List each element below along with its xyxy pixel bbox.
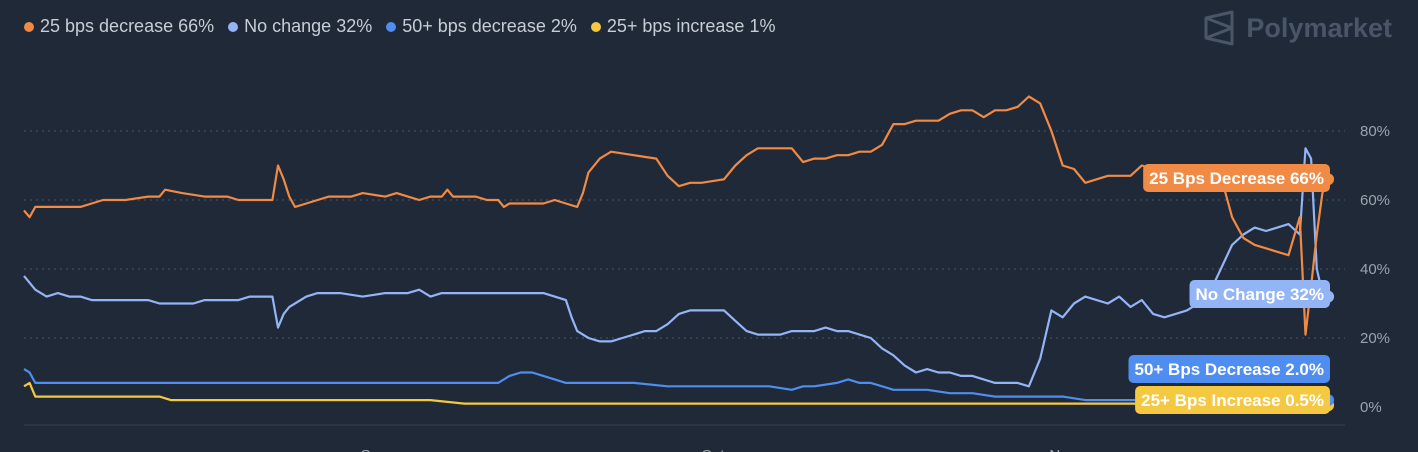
axis-layer: 0% 20% 40% 60% 80% Sep Oct Nov: [24, 123, 1390, 452]
legend-label: 50+ bps decrease 2%: [402, 16, 577, 36]
y-tick-label: 0%: [1360, 399, 1382, 416]
series-line[interactable]: [23, 95, 1330, 336]
polymarket-brand: Polymarket: [1202, 10, 1392, 46]
legend-label: 25 bps decrease 66%: [40, 16, 215, 36]
series-end-label: No Change 32%: [1189, 280, 1330, 308]
grid-layer: [24, 130, 1345, 339]
polymarket-logo-icon: [1204, 10, 1234, 46]
end-label-box: [1135, 386, 1330, 414]
legend-dot: [590, 21, 601, 32]
legend-item-no-change[interactable]: No change 32%: [228, 16, 372, 37]
legend-item-25bps-decrease[interactable]: 25 bps decrease 66%: [24, 16, 214, 37]
series-end-label: 50+ Bps Decrease 2.0%: [1128, 355, 1330, 383]
y-tick-label: 40%: [1360, 261, 1390, 278]
end-label-box: [1189, 280, 1330, 308]
chart-legend: 25 bps decrease 66% No change 32% 50+ bp…: [24, 16, 775, 37]
legend-item-50bps-decrease[interactable]: 50+ bps decrease 2%: [386, 16, 577, 37]
series-end-label: 25 Bps Decrease 66%: [1143, 164, 1330, 192]
end-label-box: [1143, 164, 1330, 192]
legend-dot: [386, 21, 397, 32]
legend-dot: [24, 21, 34, 32]
brand-name: Polymarket: [1246, 12, 1392, 43]
x-tick-label: Oct: [701, 447, 725, 452]
series-line[interactable]: [23, 147, 1329, 388]
y-tick-label: 60%: [1360, 192, 1390, 209]
x-tick-label: Sep: [361, 447, 388, 452]
end-label-text: No Change 32%: [1196, 285, 1324, 304]
series-end-label: 25+ Bps Increase 0.5%: [1135, 386, 1330, 414]
end-label-text: 50+ Bps Decrease 2.0%: [1135, 360, 1325, 379]
y-tick-label: 80%: [1360, 123, 1390, 140]
legend-dot: [228, 21, 239, 32]
y-tick-label: 20%: [1360, 330, 1390, 347]
end-label-text: 25+ Bps Increase 0.5%: [1141, 391, 1324, 410]
legend-label: 25+ bps increase 1%: [606, 16, 776, 36]
x-tick-label: Nov: [1049, 447, 1076, 452]
end-label-text: 25 Bps Decrease 66%: [1149, 169, 1324, 188]
legend-item-25bps-increase[interactable]: 25+ bps increase 1%: [590, 16, 776, 37]
end-label-box: [1128, 355, 1330, 383]
series-end-labels: 25 Bps Decrease 66% No Change 32% 50+ Bps …: [1128, 164, 1330, 414]
legend-label: No change 32%: [244, 16, 373, 36]
